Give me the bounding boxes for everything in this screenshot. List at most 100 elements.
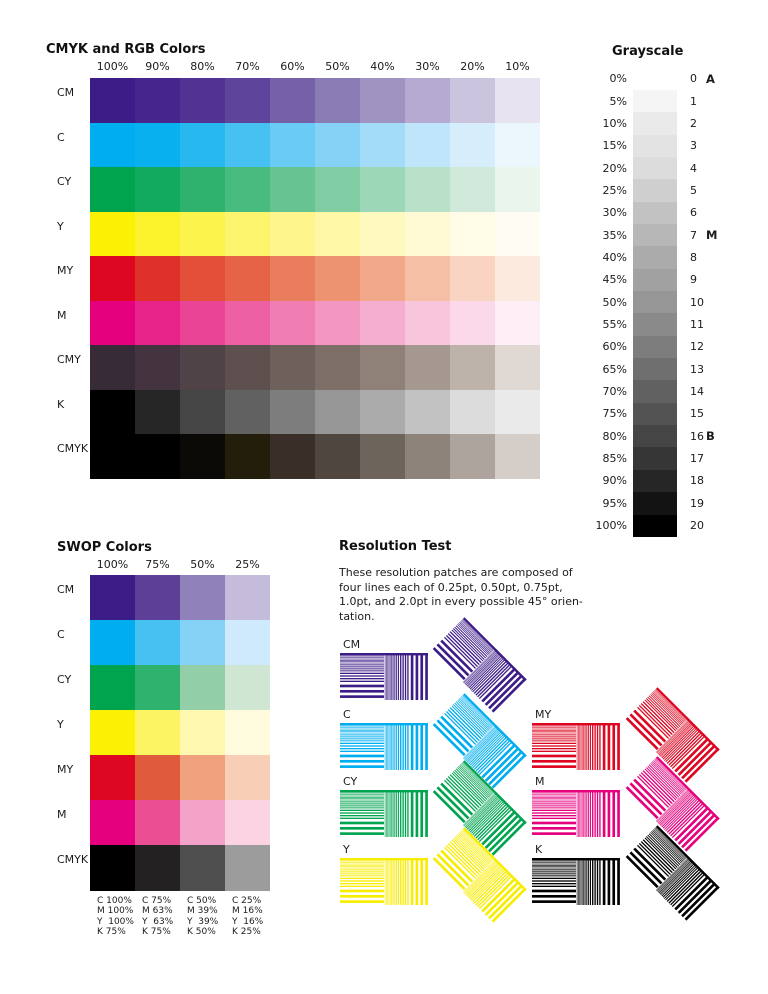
grayscale-swatch [633,313,677,337]
grayscale-number: 14 [690,385,704,399]
color-swatch [360,211,405,257]
grayscale-number: 3 [690,139,697,153]
grayscale-title: Grayscale [612,44,684,59]
column-header: 80% [190,60,215,73]
swop-footnote: C 75% M 63% Y 63% K 75% [142,896,174,938]
resolution-diamond-patch [432,760,527,856]
resolution-patch-label: MY [535,708,552,721]
color-swatch [225,389,270,435]
grayscale-percent-label: 100% [595,519,627,533]
grayscale-swatch [633,291,677,314]
resolution-description: These resolution patches are composed of… [339,566,583,623]
color-swatch [450,122,495,168]
grayscale-number: 19 [690,496,704,510]
color-swatch [90,434,135,479]
color-swatch [495,211,540,257]
color-swatch [225,845,270,891]
resolution-patch [532,858,620,905]
grayscale-swatch [633,89,677,113]
resolution-diamond-patch [432,827,527,923]
row-label: CMYK [57,853,89,866]
color-swatch [315,389,360,435]
row-label: CM [57,86,75,99]
color-swatch [225,167,270,212]
color-swatch [315,78,360,123]
color-swatch [135,575,180,621]
grayscale-percent-label: 95% [602,496,627,510]
column-header: 25% [235,558,260,571]
color-swatch [405,256,450,301]
grayscale-number: 4 [690,161,697,175]
resolution-diamond [431,617,527,713]
grayscale-percent-label: 80% [602,429,627,443]
color-swatch [225,755,270,801]
color-swatch [495,256,540,301]
color-swatch [225,78,270,123]
resolution-patch [532,723,620,770]
color-swatch [405,389,450,435]
color-swatch [90,122,135,168]
row-label: Y [57,219,64,233]
color-swatch [180,575,225,621]
resolution-diamond [431,760,527,856]
color-swatch [360,122,405,168]
grayscale-swatch [633,223,677,247]
color-swatch [315,211,360,257]
color-swatch [225,122,270,168]
grayscale-percent-label: 0% [609,72,627,86]
color-swatch [180,665,225,711]
grayscale-swatch [633,112,677,135]
grayscale-swatch [633,469,677,493]
color-swatch [90,845,135,891]
color-swatch [180,755,225,801]
resolution-patch [340,723,428,770]
grayscale-number: 0 [690,72,697,86]
grayscale-swatch [633,246,677,270]
grayscale-percent-label: 5% [609,94,627,108]
color-swatch [135,755,180,801]
color-swatch [495,167,540,212]
resolution-patch-label: CY [343,775,358,788]
grayscale-number: 18 [690,474,704,488]
row-label: M [57,808,67,821]
color-swatch [270,211,315,257]
color-swatch [90,211,135,257]
color-swatch [135,122,180,168]
color-swatch [270,345,315,390]
grayscale-percent-label: 90% [602,474,627,488]
row-label: K [57,397,65,411]
color-swatch [450,78,495,123]
color-swatch [450,345,495,390]
color-swatch [495,78,540,123]
color-swatch [225,211,270,257]
color-swatch [135,620,180,666]
resolution-patch-label: C [343,708,351,721]
resolution-square-patch [340,858,428,905]
color-swatch [90,575,135,621]
color-swatch [90,78,135,123]
color-swatch [135,434,180,479]
grayscale-number: 12 [690,340,704,354]
resolution-patch [340,790,428,837]
color-swatch [405,78,450,123]
color-swatch [90,389,135,435]
color-swatch [495,122,540,168]
color-swatch [360,256,405,301]
color-swatch [270,167,315,212]
grayscale-number: 16 [690,429,704,443]
color-swatch [135,345,180,390]
resolution-square-patch [532,858,620,905]
swop-title: SWOP Colors [57,540,152,555]
resolution-square-patch [340,653,428,700]
color-swatch [135,211,180,257]
color-swatch [225,710,270,756]
color-swatch [225,800,270,846]
color-swatch [135,78,180,123]
grayscale-percent-label: 20% [602,161,627,175]
color-swatch [135,710,180,756]
color-swatch [495,345,540,390]
color-swatch [360,167,405,212]
color-swatch [135,300,180,346]
grayscale-percent-label: 85% [602,452,627,466]
